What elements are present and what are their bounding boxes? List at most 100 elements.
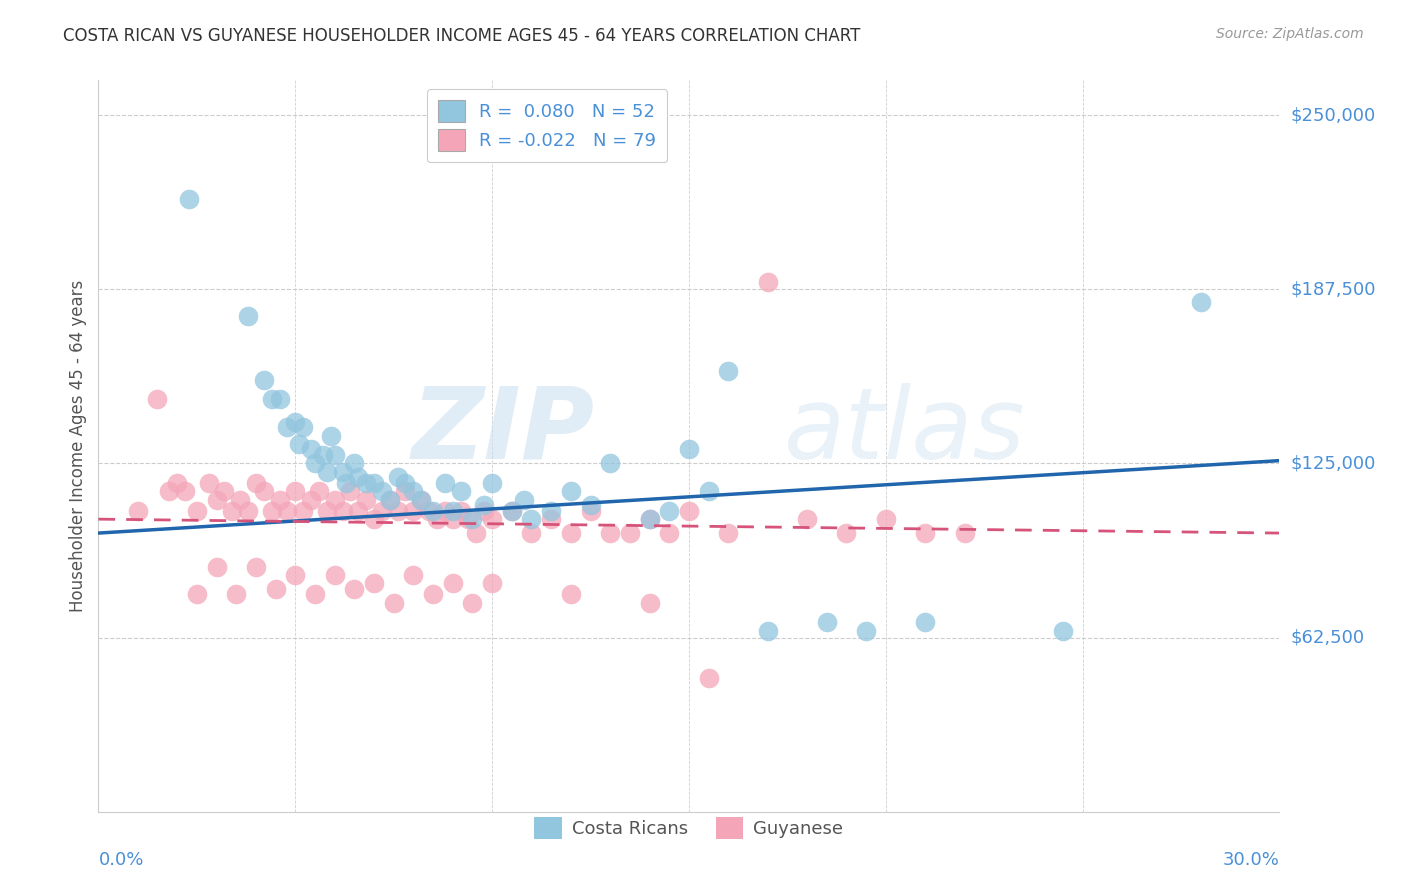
Point: [540, 512, 562, 526]
Point: [1189, 294, 1212, 309]
Point: [382, 596, 405, 610]
Point: [560, 587, 582, 601]
Point: [335, 475, 357, 490]
Point: [299, 492, 322, 507]
Point: [284, 415, 307, 429]
Point: [157, 484, 180, 499]
Point: [276, 420, 298, 434]
Point: [304, 457, 326, 471]
Point: [304, 587, 326, 601]
Point: [236, 309, 259, 323]
Point: [323, 567, 346, 582]
Text: ZIP: ZIP: [412, 383, 595, 480]
Point: [422, 504, 444, 518]
Text: 30.0%: 30.0%: [1223, 851, 1279, 869]
Point: [481, 475, 503, 490]
Point: [323, 492, 346, 507]
Point: [363, 576, 385, 591]
Point: [127, 504, 149, 518]
Point: [579, 498, 602, 512]
Point: [323, 448, 346, 462]
Point: [371, 504, 394, 518]
Text: COSTA RICAN VS GUYANESE HOUSEHOLDER INCOME AGES 45 - 64 YEARS CORRELATION CHART: COSTA RICAN VS GUYANESE HOUSEHOLDER INCO…: [63, 27, 860, 45]
Point: [288, 437, 311, 451]
Y-axis label: Householder Income Ages 45 - 64 years: Householder Income Ages 45 - 64 years: [69, 280, 87, 612]
Point: [146, 392, 169, 407]
Point: [512, 492, 534, 507]
Point: [205, 559, 228, 574]
Point: [815, 615, 838, 630]
Point: [472, 498, 495, 512]
Point: [433, 475, 456, 490]
Point: [638, 596, 661, 610]
Point: [450, 504, 472, 518]
Text: $125,000: $125,000: [1291, 454, 1376, 473]
Point: [402, 504, 425, 518]
Point: [347, 470, 370, 484]
Point: [678, 442, 700, 457]
Point: [394, 484, 416, 499]
Point: [245, 475, 267, 490]
Point: [378, 492, 401, 507]
Point: [371, 484, 394, 499]
Point: [560, 484, 582, 499]
Point: [225, 587, 247, 601]
Point: [394, 475, 416, 490]
Point: [501, 504, 523, 518]
Point: [166, 475, 188, 490]
Point: [520, 512, 543, 526]
Point: [292, 420, 315, 434]
Point: [205, 492, 228, 507]
Point: [441, 512, 464, 526]
Point: [756, 624, 779, 638]
Point: [678, 504, 700, 518]
Point: [411, 492, 433, 507]
Point: [697, 484, 720, 499]
Point: [387, 470, 409, 484]
Point: [186, 587, 208, 601]
Point: [1052, 624, 1074, 638]
Point: [441, 576, 464, 591]
Text: 0.0%: 0.0%: [98, 851, 143, 869]
Point: [457, 512, 479, 526]
Point: [260, 504, 283, 518]
Point: [387, 504, 409, 518]
Text: atlas: atlas: [783, 383, 1025, 480]
Point: [299, 442, 322, 457]
Point: [245, 559, 267, 574]
Point: [319, 428, 342, 442]
Point: [520, 526, 543, 541]
Point: [315, 465, 337, 479]
Point: [953, 526, 976, 541]
Point: [253, 373, 276, 387]
Point: [461, 512, 484, 526]
Point: [347, 504, 370, 518]
Text: Source: ZipAtlas.com: Source: ZipAtlas.com: [1216, 27, 1364, 41]
Point: [284, 484, 307, 499]
Point: [229, 492, 252, 507]
Point: [332, 465, 354, 479]
Point: [264, 582, 287, 596]
Point: [214, 484, 236, 499]
Point: [284, 567, 307, 582]
Point: [402, 567, 425, 582]
Point: [461, 596, 484, 610]
Point: [315, 504, 337, 518]
Point: [343, 582, 366, 596]
Point: [343, 457, 366, 471]
Point: [638, 512, 661, 526]
Point: [236, 504, 259, 518]
Point: [756, 275, 779, 289]
Point: [402, 484, 425, 499]
Point: [292, 504, 315, 518]
Point: [418, 504, 440, 518]
Point: [332, 504, 354, 518]
Point: [339, 484, 361, 499]
Point: [599, 526, 621, 541]
Text: $62,500: $62,500: [1291, 629, 1365, 647]
Point: [186, 504, 208, 518]
Point: [422, 587, 444, 601]
Point: [269, 492, 291, 507]
Point: [717, 526, 740, 541]
Point: [465, 526, 488, 541]
